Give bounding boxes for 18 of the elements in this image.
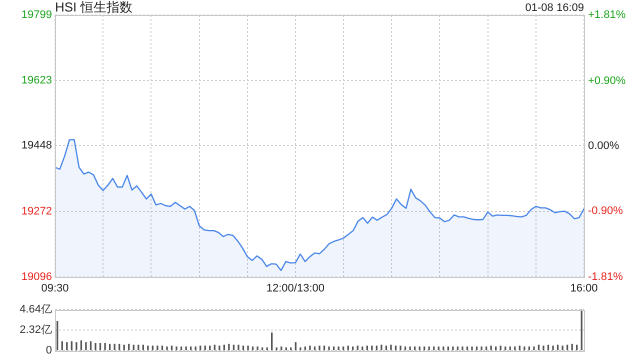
- y2-tick-label: +0.90%: [588, 74, 626, 87]
- y-tick-label: 19448: [21, 140, 52, 152]
- y-tick-label: 4.64亿: [20, 304, 52, 316]
- chart-title: HSI 恒生指数: [55, 0, 132, 15]
- y2-tick-label: -1.81%: [588, 270, 624, 283]
- y-tick-label: 19272: [21, 205, 52, 218]
- x-tick-label: 16:00: [570, 282, 598, 294]
- text: 01-08 16:09: [525, 2, 584, 14]
- x-tick-label: 09:30: [41, 282, 69, 294]
- x-tick-label: 12:00/13:00: [266, 282, 325, 294]
- y2-tick-label: 0.00%: [588, 140, 620, 152]
- y-tick-label: 19799: [21, 9, 52, 22]
- y-tick-label: 19623: [21, 74, 52, 87]
- y-tick-label: 19096: [21, 270, 52, 283]
- y2-tick-label: +1.81%: [588, 9, 626, 22]
- y-tick-label: 2.32亿: [20, 324, 52, 336]
- y-tick-label: 0: [46, 344, 52, 356]
- y2-tick-label: -0.90%: [588, 205, 624, 218]
